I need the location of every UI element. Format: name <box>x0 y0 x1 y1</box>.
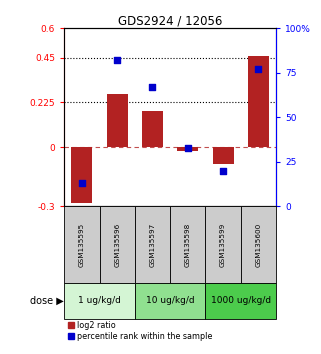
Bar <box>135 206 170 282</box>
Bar <box>170 206 205 282</box>
Text: GSM135595: GSM135595 <box>79 222 85 267</box>
Bar <box>248 56 269 147</box>
Text: 10 ug/kg/d: 10 ug/kg/d <box>146 296 195 305</box>
Text: 1 ug/kg/d: 1 ug/kg/d <box>78 296 121 305</box>
Text: GSM135596: GSM135596 <box>114 222 120 267</box>
Bar <box>177 147 198 150</box>
Bar <box>135 282 205 319</box>
Bar <box>213 147 234 164</box>
Point <box>185 145 190 150</box>
Bar <box>142 112 163 147</box>
Bar <box>64 282 135 319</box>
Text: 1000 ug/kg/d: 1000 ug/kg/d <box>211 296 271 305</box>
Point <box>256 67 261 72</box>
Bar <box>71 147 92 204</box>
Legend: log2 ratio, percentile rank within the sample: log2 ratio, percentile rank within the s… <box>68 321 213 341</box>
Bar <box>64 206 100 282</box>
Bar <box>205 282 276 319</box>
Bar <box>241 206 276 282</box>
Text: dose ▶: dose ▶ <box>30 296 64 306</box>
Bar <box>100 206 135 282</box>
Bar <box>205 206 241 282</box>
Text: GSM135600: GSM135600 <box>256 222 261 267</box>
Point <box>150 84 155 90</box>
Point <box>221 168 226 173</box>
Text: GSM135597: GSM135597 <box>150 222 155 267</box>
Point <box>79 181 84 186</box>
Title: GDS2924 / 12056: GDS2924 / 12056 <box>118 14 222 27</box>
Point <box>115 58 120 63</box>
Text: GSM135598: GSM135598 <box>185 222 191 267</box>
Bar <box>107 93 128 147</box>
Text: GSM135599: GSM135599 <box>220 222 226 267</box>
